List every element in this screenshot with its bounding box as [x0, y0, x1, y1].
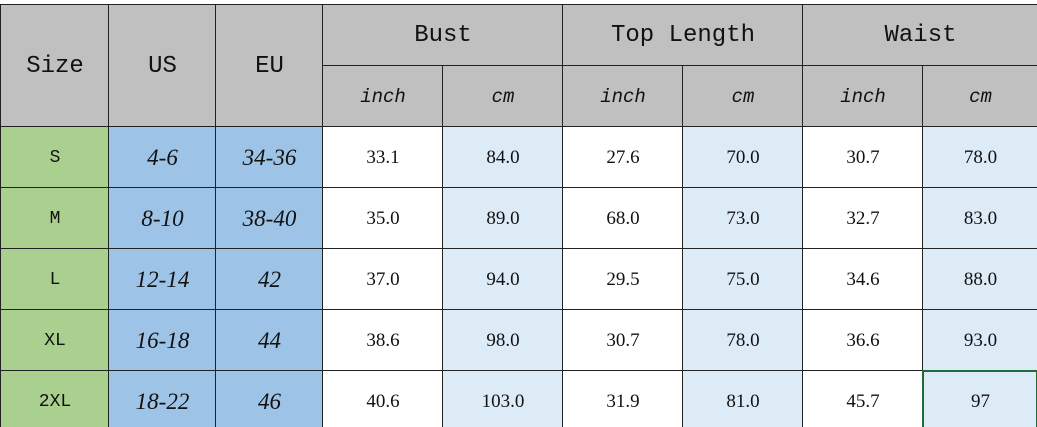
- unit-header: inch: [562, 65, 683, 127]
- value-cell: 34.6: [802, 248, 923, 310]
- value-cell: 83.0: [922, 187, 1037, 249]
- size-cell: S: [0, 126, 109, 188]
- value-cell: 38-40: [215, 187, 323, 249]
- value-cell: 81.0: [682, 370, 803, 427]
- unit-header: cm: [682, 65, 803, 127]
- value-cell: 4-6: [108, 126, 216, 188]
- value-cell: 16-18: [108, 309, 216, 371]
- unit-header: cm: [922, 65, 1037, 127]
- value-cell: 42: [215, 248, 323, 310]
- size-cell: L: [0, 248, 109, 310]
- value-cell: 40.6: [322, 370, 443, 427]
- value-cell: 31.9: [562, 370, 683, 427]
- value-cell: 93.0: [922, 309, 1037, 371]
- value-cell: 88.0: [922, 248, 1037, 310]
- value-cell: 36.6: [802, 309, 923, 371]
- value-cell: 73.0: [682, 187, 803, 249]
- size-header: Size: [0, 4, 109, 127]
- value-cell: 75.0: [682, 248, 803, 310]
- value-cell: 94.0: [442, 248, 563, 310]
- value-cell: 78.0: [922, 126, 1037, 188]
- value-cell: 44: [215, 309, 323, 371]
- value-cell: 27.6: [562, 126, 683, 188]
- value-cell: 68.0: [562, 187, 683, 249]
- value-cell: 35.0: [322, 187, 443, 249]
- us-header: US: [108, 4, 216, 127]
- value-cell: 97: [922, 370, 1037, 427]
- value-cell: 30.7: [562, 309, 683, 371]
- value-cell: 103.0: [442, 370, 563, 427]
- value-cell: 32.7: [802, 187, 923, 249]
- size-cell: M: [0, 187, 109, 249]
- value-cell: 98.0: [442, 309, 563, 371]
- unit-header: cm: [442, 65, 563, 127]
- value-cell: 30.7: [802, 126, 923, 188]
- value-cell: 34-36: [215, 126, 323, 188]
- value-cell: 84.0: [442, 126, 563, 188]
- value-cell: 37.0: [322, 248, 443, 310]
- group-header: Bust: [322, 4, 563, 66]
- value-cell: 78.0: [682, 309, 803, 371]
- group-header: Waist: [802, 4, 1037, 66]
- value-cell: 33.1: [322, 126, 443, 188]
- value-cell: 8-10: [108, 187, 216, 249]
- value-cell: 46: [215, 370, 323, 427]
- value-cell: 18-22: [108, 370, 216, 427]
- eu-header: EU: [215, 4, 323, 127]
- value-cell: 29.5: [562, 248, 683, 310]
- unit-header: inch: [322, 65, 443, 127]
- value-cell: 38.6: [322, 309, 443, 371]
- value-cell: 89.0: [442, 187, 563, 249]
- unit-header: inch: [802, 65, 923, 127]
- value-cell: 12-14: [108, 248, 216, 310]
- size-cell: 2XL: [0, 370, 109, 427]
- group-header: Top Length: [562, 4, 803, 66]
- value-cell: 70.0: [682, 126, 803, 188]
- value-cell: 45.7: [802, 370, 923, 427]
- size-cell: XL: [0, 309, 109, 371]
